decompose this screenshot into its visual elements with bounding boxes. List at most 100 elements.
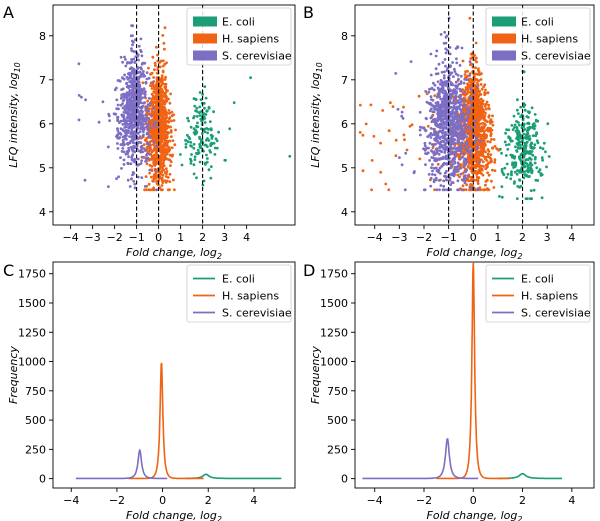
data-point [506, 172, 510, 176]
data-point [531, 153, 535, 157]
data-point [505, 162, 509, 166]
data-point [164, 167, 168, 171]
data-point [80, 95, 83, 99]
data-point [84, 98, 87, 102]
data-point [539, 172, 543, 175]
data-point [476, 81, 479, 85]
data-point [408, 124, 412, 128]
data-point [137, 149, 141, 153]
y-tick-label: 6 [341, 118, 348, 131]
data-point [125, 152, 129, 155]
data-point [467, 146, 471, 149]
data-point [162, 159, 166, 163]
data-point [144, 113, 148, 117]
data-point [128, 185, 132, 188]
data-point [361, 169, 365, 173]
data-point [486, 91, 490, 95]
data-point [434, 101, 438, 105]
data-point [456, 179, 460, 183]
data-point [435, 95, 439, 99]
data-point [449, 188, 453, 191]
data-point [127, 116, 131, 120]
data-point [500, 185, 504, 189]
data-point [477, 108, 480, 111]
data-point [476, 72, 479, 76]
data-point [464, 158, 468, 162]
data-point [467, 149, 471, 153]
data-point [532, 122, 536, 125]
data-point [147, 97, 151, 100]
data-point [479, 146, 483, 150]
data-point [138, 130, 142, 134]
data-point [459, 130, 463, 134]
data-point [463, 144, 466, 148]
x-tick-label: −3 [391, 231, 407, 244]
data-point [485, 100, 489, 104]
data-point [475, 112, 478, 115]
data-point [523, 170, 527, 173]
data-point [443, 58, 447, 61]
data-point [163, 157, 166, 160]
data-point [536, 141, 540, 145]
data-point [432, 127, 436, 131]
data-point [462, 91, 466, 94]
data-point [443, 171, 447, 175]
data-point [512, 166, 515, 169]
data-point [450, 121, 453, 124]
data-point [476, 145, 480, 149]
data-point [146, 157, 150, 161]
data-point [453, 141, 457, 145]
data-point [138, 83, 142, 87]
data-point [464, 188, 468, 192]
data-point [156, 158, 160, 162]
data-point [456, 173, 460, 177]
x-axis-label: Fold change, log2 [126, 246, 222, 261]
data-point [518, 178, 521, 182]
data-point [475, 78, 479, 81]
data-point [455, 107, 458, 111]
data-point [137, 58, 140, 62]
data-point [544, 150, 547, 154]
data-point [159, 96, 163, 100]
data-point [213, 153, 217, 156]
data-point [159, 84, 163, 88]
data-point [442, 76, 446, 80]
data-point [450, 152, 454, 156]
data-point [127, 86, 131, 89]
data-point [404, 151, 408, 155]
data-point [118, 79, 122, 83]
data-point [150, 97, 154, 101]
data-point [517, 123, 521, 127]
data-point [503, 140, 507, 144]
data-point [433, 137, 436, 141]
data-point [528, 134, 531, 138]
data-point [141, 96, 144, 100]
y-tick-label: 750 [25, 385, 46, 398]
data-point [513, 123, 517, 127]
data-point [153, 113, 156, 117]
data-point [204, 113, 208, 116]
data-point [143, 95, 147, 99]
data-point [133, 182, 137, 186]
data-point [147, 76, 151, 80]
data-point [430, 166, 433, 170]
y-axis-label: Frequency [7, 346, 20, 404]
data-point [505, 128, 508, 132]
data-point [442, 94, 446, 98]
data-point [192, 116, 195, 120]
data-point [458, 64, 462, 67]
data-point [451, 128, 455, 132]
data-point [439, 126, 442, 129]
data-point [106, 145, 110, 149]
data-point [116, 133, 120, 137]
data-point [481, 173, 485, 177]
data-point [466, 137, 470, 141]
data-point [142, 123, 146, 126]
legend-label: S. cerevisiae [222, 50, 292, 63]
y-tick-label: 1750 [18, 268, 46, 281]
data-point [148, 143, 151, 147]
data-point [391, 105, 395, 108]
data-point [169, 129, 173, 132]
data-point [456, 161, 460, 165]
data-point [154, 169, 157, 173]
